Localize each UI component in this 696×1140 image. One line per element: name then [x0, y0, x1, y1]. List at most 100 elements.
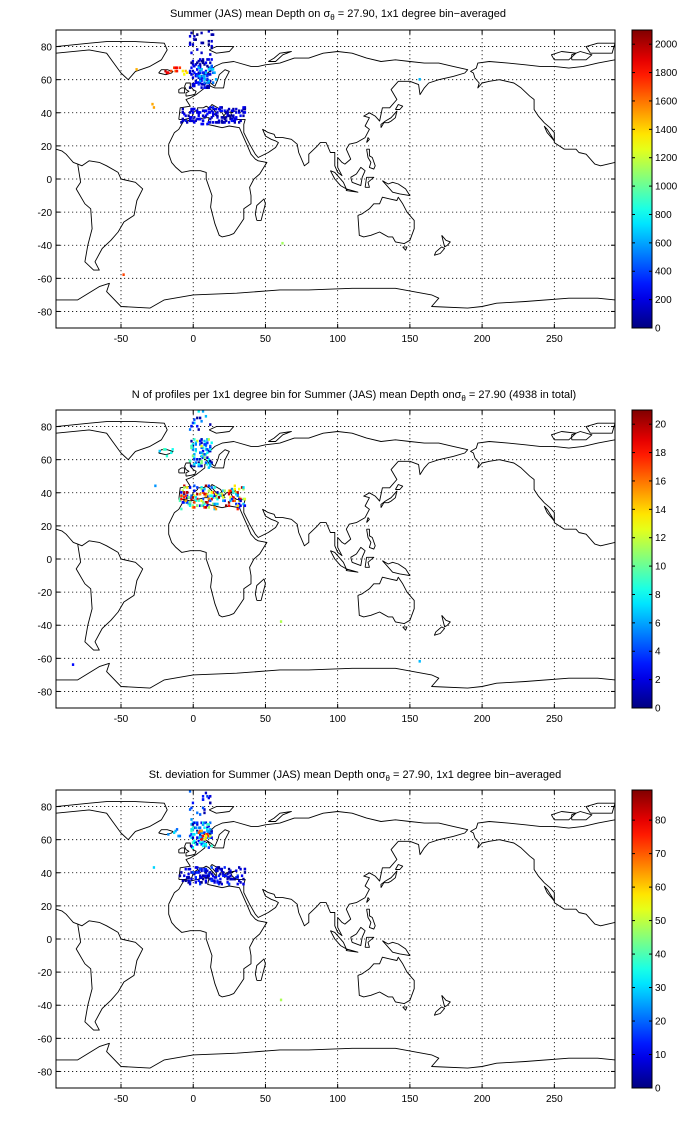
data-bin — [199, 79, 202, 83]
y-tick-label: -40 — [38, 241, 53, 252]
data-bin — [193, 116, 196, 119]
coastline — [357, 956, 415, 1005]
data-bin — [217, 866, 221, 869]
panel-title: N of profiles per 1x1 degree bin for Sum… — [132, 389, 576, 403]
data-bin — [199, 458, 202, 461]
data-bin — [233, 877, 236, 881]
data-bin — [193, 464, 196, 468]
data-bin — [196, 439, 199, 443]
data-bin — [214, 107, 218, 111]
coastline — [470, 439, 615, 547]
data-bin — [199, 74, 202, 78]
y-tick-label: -80 — [38, 687, 53, 698]
data-bin — [207, 111, 210, 114]
data-bin — [190, 424, 193, 428]
data-bin — [216, 491, 219, 494]
data-bin — [200, 461, 203, 464]
data-bin — [243, 871, 247, 874]
data-bin — [191, 836, 195, 840]
data-bin — [186, 876, 189, 879]
colorbar-tick-label: 1600 — [655, 96, 678, 107]
coastline — [178, 847, 186, 854]
data-bin — [180, 121, 183, 124]
data-bin — [207, 824, 210, 828]
data-bin — [210, 844, 213, 848]
data-bin — [204, 874, 208, 878]
data-bin — [225, 119, 228, 123]
data-bin — [204, 879, 208, 883]
data-bin — [180, 494, 183, 498]
data-bin — [232, 114, 235, 118]
data-bin — [197, 462, 200, 466]
data-bin — [204, 492, 208, 496]
data-bin — [200, 31, 203, 35]
panel-title: St. deviation for Summer (JAS) mean Dept… — [149, 769, 561, 783]
data-bin — [191, 833, 195, 836]
colorbar-tick-label: 200 — [655, 295, 672, 306]
data-bin — [236, 491, 239, 494]
data-bin — [188, 501, 192, 504]
data-bin — [238, 111, 241, 114]
data-bin — [191, 443, 195, 446]
data-bin — [201, 114, 205, 118]
data-bin — [180, 871, 183, 874]
data-bin — [199, 504, 202, 508]
x-tick-label: 250 — [546, 334, 563, 345]
data-bin — [190, 107, 193, 111]
data-bin — [236, 504, 239, 508]
x-tick-label: 150 — [402, 714, 419, 725]
data-bin — [181, 494, 184, 498]
data-bin — [206, 448, 209, 451]
map-area — [56, 410, 615, 708]
data-bin — [200, 444, 203, 448]
data-bin — [186, 71, 189, 75]
coastline — [585, 802, 615, 814]
data-bin — [196, 836, 199, 840]
data-bin — [219, 109, 222, 113]
data-bin — [207, 449, 210, 453]
y-tick-label: -20 — [38, 968, 53, 979]
coastline — [178, 467, 186, 474]
data-bin — [207, 459, 210, 463]
data-bin — [199, 462, 202, 466]
data-bin — [162, 448, 166, 451]
coastline — [470, 819, 615, 927]
data-bin — [187, 867, 190, 871]
data-bin — [227, 876, 231, 879]
data-bin — [216, 111, 219, 114]
data-bin — [122, 273, 125, 277]
data-bin — [200, 841, 203, 844]
data-bin — [242, 107, 245, 111]
coastline — [56, 908, 144, 1031]
x-tick-label: 250 — [546, 1094, 563, 1105]
data-bin — [199, 58, 202, 61]
data-bin — [200, 438, 203, 441]
data-bin — [206, 58, 209, 61]
data-bin — [188, 71, 192, 75]
data-bin — [216, 867, 219, 871]
data-bin — [193, 71, 196, 75]
coastline — [350, 926, 366, 947]
data-bin — [204, 791, 208, 795]
data-bin — [197, 871, 200, 874]
data-bin — [220, 106, 223, 109]
data-bin — [200, 487, 203, 491]
data-bin — [196, 109, 199, 113]
data-bin — [194, 821, 197, 825]
data-bin — [207, 506, 210, 509]
coastline — [366, 517, 370, 523]
data-bin — [207, 84, 210, 88]
colorbar-tick-label: 30 — [655, 983, 667, 994]
data-bin — [210, 66, 213, 70]
data-bin — [210, 829, 213, 833]
data-bin — [201, 834, 205, 838]
data-bin — [183, 486, 186, 489]
coastline — [366, 897, 370, 903]
data-bin — [226, 111, 229, 114]
data-bin — [184, 69, 187, 73]
data-bin — [217, 496, 221, 499]
data-bin — [199, 111, 202, 114]
coastline — [433, 1006, 446, 1016]
data-bin — [204, 834, 208, 838]
data-bin — [194, 38, 197, 41]
